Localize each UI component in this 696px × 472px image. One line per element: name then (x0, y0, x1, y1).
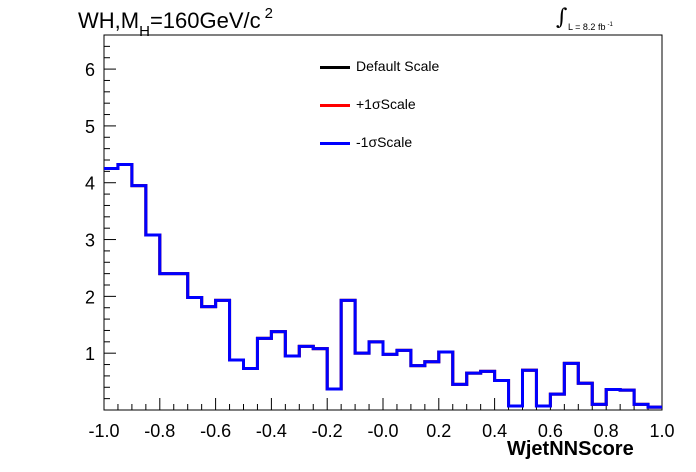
histogram-bin (453, 383, 467, 386)
chart-title: WH,MH=160GeV/c 2 (78, 5, 273, 40)
y-tick-label: 5 (85, 117, 95, 137)
histogram-bin (132, 184, 146, 187)
legend-swatch (320, 142, 350, 145)
x-tick-label: -0.4 (256, 421, 287, 441)
histogram-bin (411, 364, 425, 367)
histogram-bin (439, 351, 453, 354)
histogram-bin (578, 382, 592, 385)
histogram-bin (397, 349, 411, 352)
luminosity-unit-exponent: -1 (607, 22, 613, 28)
title-main: WH,M (78, 8, 140, 33)
histogram-bin (369, 340, 383, 343)
x-tick-label: 0.2 (426, 421, 451, 441)
x-axis-label: WjetNNScore (507, 438, 634, 460)
y-tick-label: 2 (85, 287, 95, 307)
x-tick-label: 1.0 (649, 421, 674, 441)
x-tick-label: -0.2 (312, 421, 343, 441)
histogram-bin (648, 406, 662, 409)
histogram-bin (327, 387, 341, 390)
histogram-series-2 (104, 163, 662, 409)
histogram-bin (174, 272, 188, 275)
histogram-bin (188, 296, 202, 299)
legend-swatch (320, 66, 350, 69)
histogram-bin (523, 369, 537, 372)
histogram-bin (118, 163, 132, 166)
y-tick-label: 4 (85, 174, 95, 194)
histogram-bin (202, 305, 216, 308)
histogram-bin (425, 360, 439, 363)
histogram-bin (536, 405, 550, 408)
x-tick-label: 0.8 (594, 421, 619, 441)
legend-entry-label: Default Scale (356, 58, 440, 74)
histogram-bin (564, 362, 578, 365)
luminosity-value: L = 8.2 fb (568, 22, 606, 32)
histogram-bin (257, 337, 271, 340)
title-subscript: H (139, 23, 150, 40)
histogram-bin (634, 403, 648, 406)
legend-entry-label: -1σScale (356, 134, 413, 150)
histogram-bin (620, 389, 634, 392)
legend-swatch (320, 104, 350, 107)
histogram-bin (509, 405, 523, 408)
x-tick-label: -1.0 (88, 421, 119, 441)
legend-entry-label: +1σScale (356, 96, 416, 112)
histogram-bin (550, 393, 564, 396)
histogram-bin (383, 353, 397, 356)
histogram-bin (299, 345, 313, 348)
histogram-bin (341, 299, 355, 302)
histogram-bin (230, 359, 244, 362)
histogram-bin (244, 367, 258, 370)
histogram-bin (146, 234, 160, 237)
histogram-bin (495, 379, 509, 382)
histogram-bin (271, 330, 285, 333)
x-tick-label: -0.8 (144, 421, 175, 441)
x-tick-label: -0.0 (367, 421, 398, 441)
histogram-bin (481, 370, 495, 373)
histogram-bin (592, 403, 606, 406)
y-tick-label: 1 (85, 344, 95, 364)
x-tick-label: 0.6 (538, 421, 563, 441)
title-superscript: 2 (264, 5, 273, 22)
histogram-bin (313, 347, 327, 350)
title-rest: =160GeV/c (149, 8, 261, 33)
histogram-bin (606, 388, 620, 391)
histogram-bin (216, 299, 230, 302)
x-tick-label: 0.4 (482, 421, 507, 441)
histogram-bin (104, 167, 118, 170)
histogram-bin (467, 372, 481, 375)
integral-symbol: ∫ (556, 5, 568, 30)
y-tick-label: 6 (85, 60, 95, 80)
x-tick-label: -0.6 (200, 421, 231, 441)
histogram-bin (355, 352, 369, 355)
histogram-bin (160, 272, 174, 275)
y-tick-label: 3 (85, 231, 95, 251)
histogram-bin (285, 355, 299, 358)
luminosity-text: L = 8.2 fb -1 (568, 22, 613, 32)
